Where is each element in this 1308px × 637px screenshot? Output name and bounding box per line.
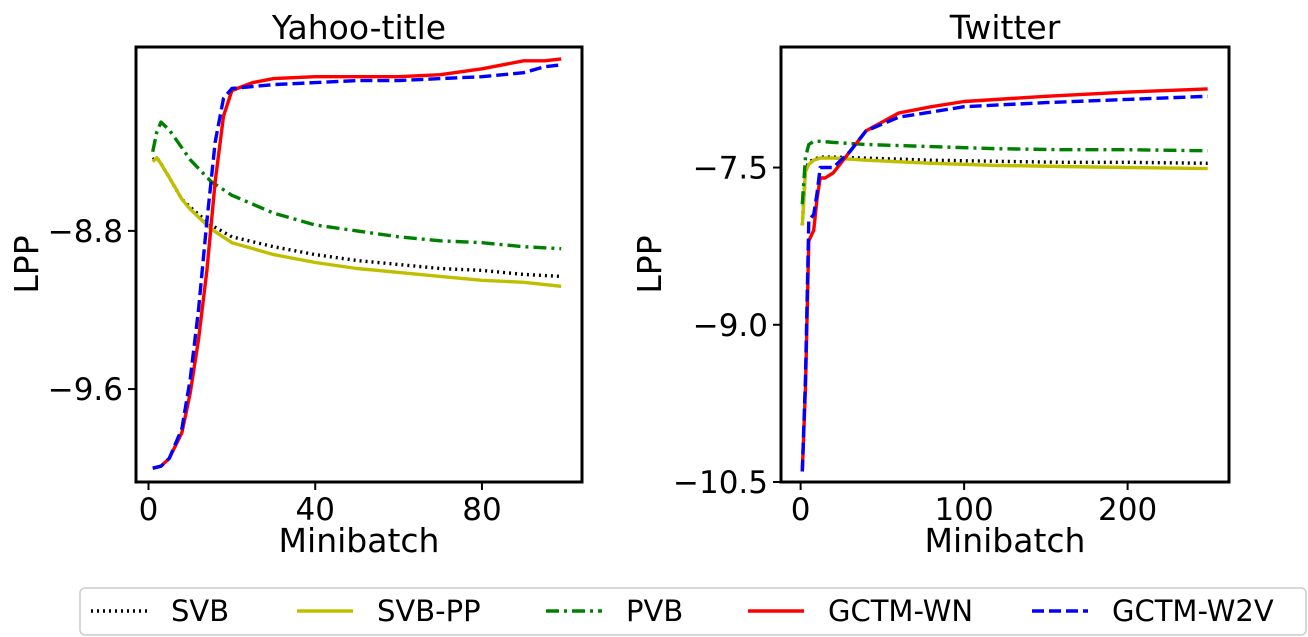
series-line-pvb bbox=[151, 120, 562, 251]
legend-label-gctm-w2v: GCTM-W2V bbox=[1112, 594, 1274, 628]
legend-label-gctm-wn: GCTM-WN bbox=[828, 594, 973, 628]
plot-frame bbox=[779, 45, 1231, 484]
series-line-gctm-w2v bbox=[800, 94, 1208, 472]
y-axis-label: LPP bbox=[7, 235, 46, 293]
series-line-gctm-w2v bbox=[152, 63, 562, 470]
y-tick-label: −7.5 bbox=[693, 151, 768, 187]
series-group bbox=[800, 87, 1208, 472]
y-tick-label: −10.5 bbox=[673, 465, 768, 501]
x-tick-label: 40 bbox=[296, 492, 335, 528]
series-line-gctm-wn bbox=[152, 57, 562, 470]
x-axis-label: Minibatch bbox=[279, 521, 440, 560]
x-tick-label: 80 bbox=[462, 492, 501, 528]
chart-title: Twitter bbox=[949, 8, 1061, 47]
series-line-svb-pp bbox=[800, 156, 1208, 226]
series-group bbox=[151, 57, 562, 470]
x-axis-label: Minibatch bbox=[925, 521, 1086, 560]
x-tick-label: 200 bbox=[1098, 492, 1157, 528]
legend-label-svb-pp: SVB-PP bbox=[377, 594, 481, 628]
y-tick-label: −9.6 bbox=[48, 372, 123, 408]
y-tick-label: −8.8 bbox=[48, 214, 123, 250]
legend-box bbox=[79, 587, 1307, 636]
chart-yahoo-title: 0 40 80 −8.8 −9.6 Yahoo-title Minibatch LPP bbox=[7, 8, 584, 560]
legend: SVB SVB-PP PVB GCTM-WN GCTM-W2V bbox=[79, 587, 1307, 636]
chart-twitter: 0 100 200 −7.5 −9.0 −10.5 Twitter Minibatch LPP bbox=[630, 8, 1231, 560]
series-line-pvb bbox=[800, 139, 1208, 205]
x-tick-label: 100 bbox=[935, 492, 994, 528]
y-tick-label: −9.0 bbox=[693, 308, 768, 344]
plot-frame bbox=[134, 45, 584, 484]
x-tick-label: 0 bbox=[139, 492, 159, 528]
chart-title: Yahoo-title bbox=[271, 8, 446, 47]
series-line-svb bbox=[151, 155, 562, 279]
series-line-svb-pp bbox=[151, 155, 562, 288]
x-tick-label: 0 bbox=[791, 492, 811, 528]
legend-label-svb: SVB bbox=[171, 594, 229, 628]
legend-label-pvb: PVB bbox=[626, 594, 683, 628]
y-axis-label: LPP bbox=[630, 235, 669, 293]
series-line-gctm-wn bbox=[800, 87, 1208, 472]
